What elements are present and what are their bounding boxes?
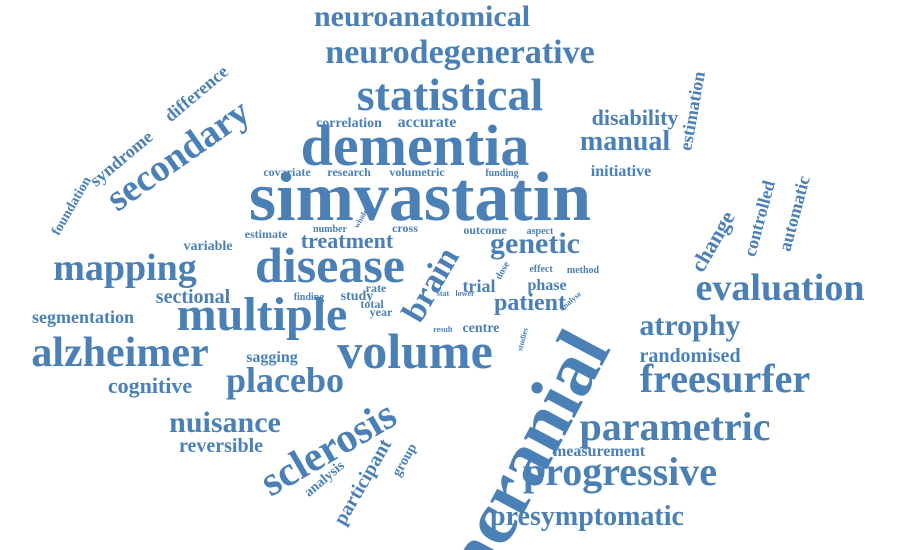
word-disability: disability [592,105,679,130]
word-automatic: automatic [775,174,814,254]
word-research: research [327,165,371,179]
word-mapping: mapping [53,247,197,289]
word-trial: trial [463,276,496,296]
word-statistical: statistical [357,69,544,120]
word-foundation: foundation [49,174,95,238]
word-neurodegenerative: neurodegenerative [325,34,594,71]
word-change: change [685,206,740,276]
word-finding: finding [294,292,325,303]
word-segmentation: segmentation [32,307,134,327]
word-reversible: reversible [179,435,263,457]
word-volume: volume [337,323,493,379]
word-sagging: sagging [246,349,298,366]
word-covariate: covariate [263,165,311,179]
word-controlled: controlled [739,178,778,258]
word-outcome: outcome [463,223,507,237]
word-alzheimer: alzheimer [31,330,208,376]
word-parametric: parametric [579,404,770,449]
word-method: method [567,265,600,276]
word-initiative: initiative [591,163,651,180]
word-dose: dose [493,259,512,281]
word-year: year [370,305,393,319]
word-correlation: correlation [316,116,382,131]
word-variable: variable [184,239,233,254]
word-effect: effect [529,264,553,275]
word-accurate: accurate [398,114,457,131]
word-freesurfer: freesurfer [640,356,810,401]
word-atrophy: atrophy [639,309,740,342]
word-rate: rate [366,281,387,295]
word-presymptomatic: presymptomatic [490,501,684,532]
word-centre: centre [462,321,499,336]
word-cross: cross [392,221,418,235]
word-patient: patient [494,290,566,316]
word-randomised: randomised [639,345,740,367]
word-stat: stat [437,289,450,298]
word-sectional: sectional [156,286,231,308]
word-number: number [313,224,347,235]
word-treatment: treatment [301,228,394,253]
word-total: total [360,297,384,311]
word-dementia: dementia [301,113,530,178]
word-progressive: progressive [523,449,717,494]
word-result: result [433,325,453,334]
word-genetic: genetic [490,227,580,260]
word-measurement: measurement [553,443,646,460]
word-neuroanatomical: neuroanatomical [314,0,530,33]
word-funding: funding [485,168,518,179]
word-studies: studies [515,327,530,352]
word-study: study [341,289,374,304]
word-aspect: aspect [527,226,554,237]
word-manual: manual [580,126,670,157]
word-nuisance: nuisance [169,406,281,439]
word-multiple: multiple [177,288,348,341]
word-phase: phase [527,277,566,294]
word-lower: lower [455,289,475,298]
word-evaluation: evaluation [696,267,865,309]
word-estimation: estimation [675,70,709,152]
word-cognitive: cognitive [108,373,193,398]
word-placebo: placebo [226,360,344,400]
word-simvastatin: simvastatin [249,159,591,236]
word-estimate: estimate [245,227,288,241]
word-disease: disease [255,237,405,293]
word-volumetric: volumetric [389,165,445,179]
word-brain: brain [395,241,467,328]
